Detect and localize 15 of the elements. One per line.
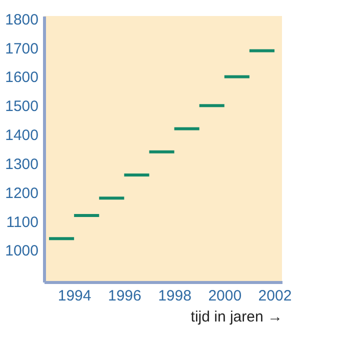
x-tick-label: 1998 xyxy=(158,288,192,304)
x-tick-label: 1996 xyxy=(108,288,142,304)
y-tick-label: 1400 xyxy=(5,127,38,144)
y-tick-label: 1100 xyxy=(6,214,38,231)
y-tick-label: 1200 xyxy=(5,184,38,202)
x-axis-title: tijd in jaren → xyxy=(190,308,282,326)
y-tick-label: 1500 xyxy=(5,98,38,116)
x-tick-label: 1994 xyxy=(58,288,92,304)
y-tick-label: 1000 xyxy=(5,242,38,260)
y-tick-label: 1300 xyxy=(5,156,38,173)
y-tick-label: 1700 xyxy=(5,40,38,58)
x-tick-label: 2000 xyxy=(208,288,242,304)
y-tick-label: 1600 xyxy=(5,69,38,86)
x-tick-label: 2002 xyxy=(258,288,292,304)
y-tick-label: 1800 xyxy=(5,11,38,28)
